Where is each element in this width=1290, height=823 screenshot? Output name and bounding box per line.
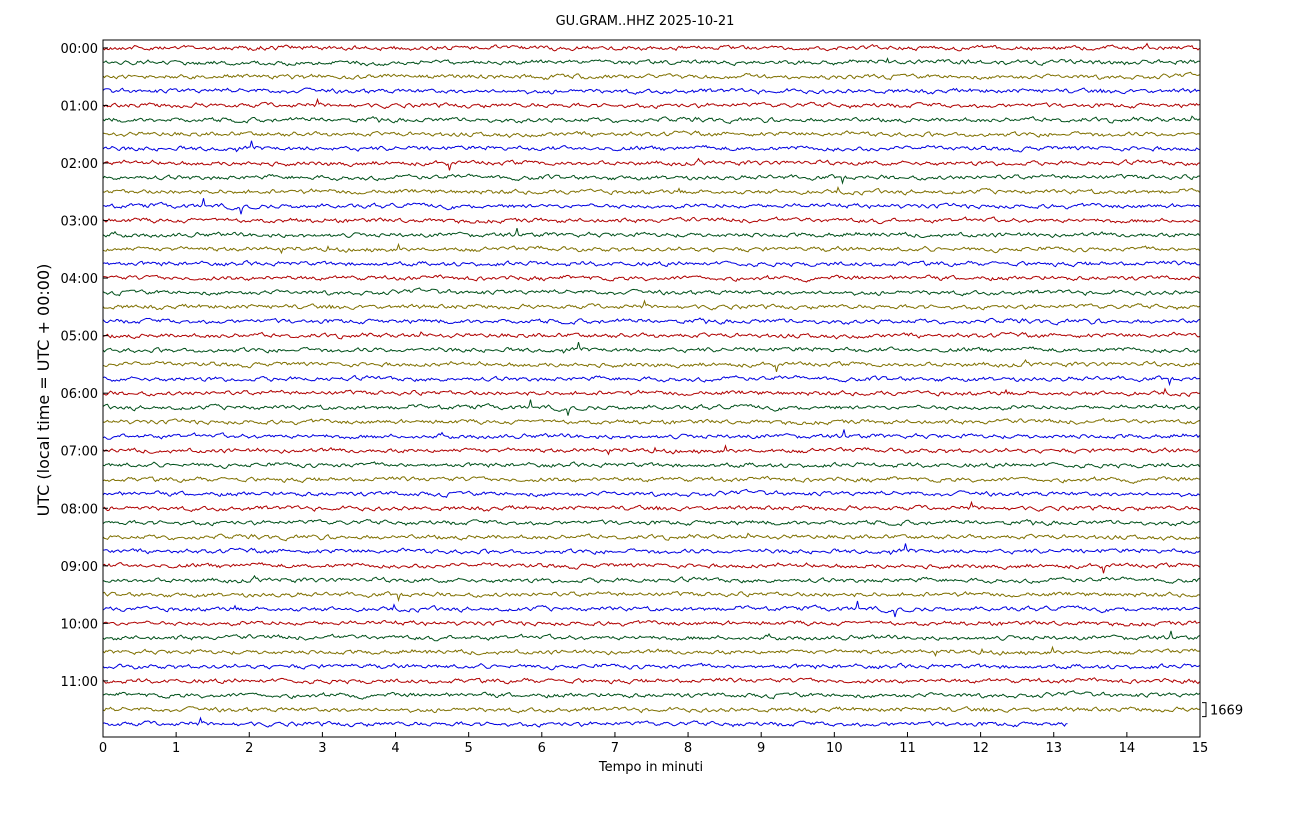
y-tick-label: 06:00	[61, 387, 98, 402]
trace	[102, 444, 1200, 456]
trace	[102, 274, 1200, 283]
trace	[102, 71, 1200, 81]
y-tick-label: 07:00	[61, 445, 98, 460]
trace	[102, 461, 1200, 470]
trace	[102, 662, 1200, 671]
x-tick-label: 0	[99, 741, 107, 756]
x-tick-label: 3	[318, 741, 326, 756]
x-tick-label: 7	[611, 741, 619, 756]
chart-title: GU.GRAM..HHZ 2025-10-21	[556, 14, 735, 29]
y-tick-label: 05:00	[61, 330, 98, 345]
trace	[102, 227, 1200, 239]
scale-bracket	[1202, 702, 1207, 718]
trace	[102, 115, 1200, 125]
y-axis-label: UTC (local time = UTC + 00:00)	[34, 264, 53, 517]
x-tick-label: 12	[972, 741, 989, 756]
trace	[102, 500, 1200, 513]
trace	[102, 97, 1200, 110]
trace	[102, 690, 1200, 700]
trace	[102, 706, 1200, 714]
trace	[102, 216, 1200, 225]
trace	[102, 518, 1200, 527]
x-tick-label: 11	[899, 741, 916, 756]
trace	[102, 341, 1200, 354]
trace	[102, 186, 1200, 196]
trace	[102, 417, 1200, 426]
plot-area	[102, 42, 1200, 728]
trace	[102, 299, 1200, 311]
scale-label: 1669	[1210, 704, 1243, 719]
trace	[102, 630, 1200, 642]
trace	[102, 157, 1200, 171]
trace	[102, 600, 1200, 618]
trace	[102, 543, 1200, 556]
trace	[102, 488, 1200, 498]
y-tick-label: 04:00	[61, 272, 98, 287]
y-tick-label: 00:00	[61, 42, 98, 57]
x-tick-label: 2	[245, 741, 253, 756]
y-tick-label: 11:00	[61, 675, 98, 690]
trace	[102, 331, 1200, 340]
trace	[102, 574, 1200, 585]
x-tick-label: 10	[826, 741, 843, 756]
x-tick-label: 15	[1192, 741, 1209, 756]
trace	[102, 57, 1200, 67]
y-tick-label: 10:00	[61, 617, 98, 632]
trace	[102, 259, 1200, 268]
x-axis-label: Tempo in minuti	[598, 760, 703, 775]
trace	[102, 242, 1200, 255]
x-tick-label: 6	[538, 741, 546, 756]
trace	[102, 140, 1200, 153]
trace	[102, 429, 1200, 440]
trace	[102, 287, 1200, 297]
trace	[102, 716, 1068, 728]
y-tick-label: 08:00	[61, 502, 98, 517]
trace	[102, 677, 1200, 685]
x-tick-label: 13	[1045, 741, 1062, 756]
y-tick-label: 01:00	[61, 99, 98, 114]
trace	[102, 387, 1200, 398]
x-tick-label: 5	[465, 741, 473, 756]
y-tick-label: 03:00	[61, 215, 98, 230]
x-tick-label: 9	[757, 741, 765, 756]
plot-frame	[102, 39, 1201, 738]
x-tick-label: 8	[684, 741, 692, 756]
trace	[102, 562, 1200, 574]
trace	[102, 591, 1200, 603]
trace	[102, 317, 1200, 326]
y-tick-label: 02:00	[61, 157, 98, 172]
y-tick-label: 09:00	[61, 560, 98, 575]
trace	[102, 198, 1200, 215]
trace	[102, 645, 1200, 658]
trace	[102, 87, 1200, 95]
trace	[102, 130, 1200, 139]
trace	[102, 359, 1200, 373]
trace	[102, 173, 1200, 185]
trace	[102, 399, 1200, 416]
x-tick-label: 4	[391, 741, 399, 756]
x-tick-label: 1	[172, 741, 180, 756]
trace	[102, 374, 1200, 387]
trace	[102, 532, 1200, 542]
trace	[102, 475, 1200, 484]
x-tick-label: 14	[1119, 741, 1136, 756]
trace	[102, 42, 1200, 52]
trace	[102, 619, 1200, 627]
